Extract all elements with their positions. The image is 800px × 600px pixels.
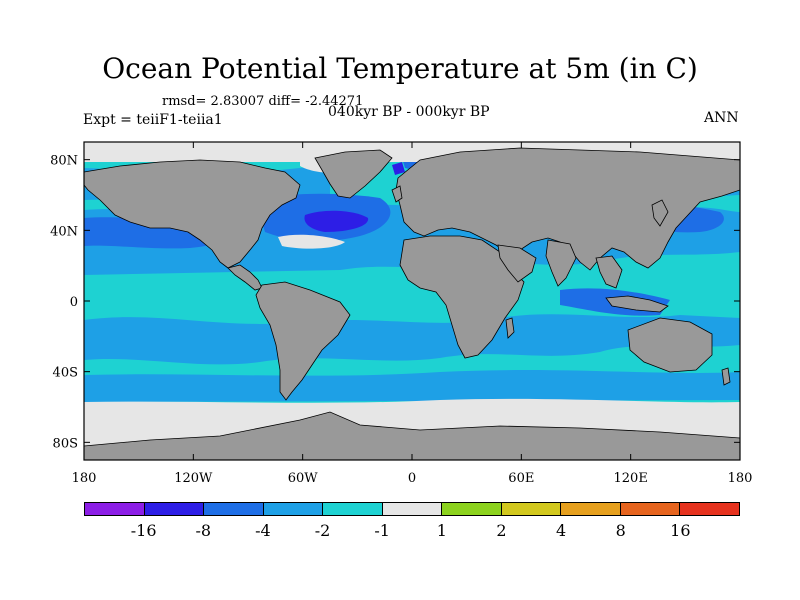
colorbar-label: -4 [255, 521, 271, 540]
colorbar-label: 8 [615, 521, 626, 540]
colorbar-label: -8 [195, 521, 212, 540]
colorbar-label: -1 [374, 521, 390, 540]
colorbar-swatch [204, 503, 264, 515]
stats-text: rmsd= 2.83007 diff= -2.44271 [162, 94, 364, 109]
latitude-axis: 80N 40N 0 40S 80S [50, 154, 740, 451]
lon-tick-label: 180 [728, 471, 753, 486]
colorbar-swatch [382, 503, 443, 515]
colorbar-swatch [85, 503, 145, 515]
lon-tick-label: 0 [408, 471, 416, 486]
colorbar-label: -16 [130, 521, 157, 540]
lat-tick-label: 40N [50, 224, 78, 239]
colorbar-swatch [501, 503, 562, 515]
lon-tick-label: 120E [614, 471, 648, 486]
colorbar-label: 16 [670, 521, 691, 540]
colorbar-swatch [263, 503, 324, 515]
season-label: ANN [704, 110, 739, 126]
colorbar-label: 4 [555, 521, 567, 540]
map-layers [84, 142, 740, 460]
lon-tick-label: 180 [72, 471, 97, 486]
colorbar-swatch [144, 503, 205, 515]
colorbar-swatch [620, 503, 681, 515]
colorbar-label: 2 [496, 521, 507, 540]
colorbar-swatch [561, 503, 621, 515]
colorbar-swatch [442, 503, 502, 515]
lat-tick-label: 0 [70, 295, 78, 310]
lat-tick-label: 40S [53, 366, 78, 381]
longitude-axis: 180 120W 60W 0 60E 120E 180 [72, 142, 753, 486]
land-masses [84, 147, 740, 460]
colorbar [84, 502, 740, 516]
colorbar-swatch [323, 503, 383, 515]
experiment-label: Expt = teiiF1-teiia1 [83, 112, 223, 128]
lat-tick-label: 80S [53, 436, 78, 451]
colorbar-swatch [680, 503, 740, 515]
colorbar-label: -2 [314, 521, 331, 540]
lon-tick-label: 120W [174, 471, 213, 486]
period-label: 040kyr BP - 000kyr BP [328, 104, 490, 120]
lat-tick-label: 80N [50, 154, 78, 169]
colorbar-label: 1 [436, 521, 447, 540]
lon-tick-label: 60W [288, 471, 319, 486]
lon-tick-label: 60E [508, 471, 534, 486]
chart-title: Ocean Potential Temperature at 5m (in C) [102, 52, 698, 85]
